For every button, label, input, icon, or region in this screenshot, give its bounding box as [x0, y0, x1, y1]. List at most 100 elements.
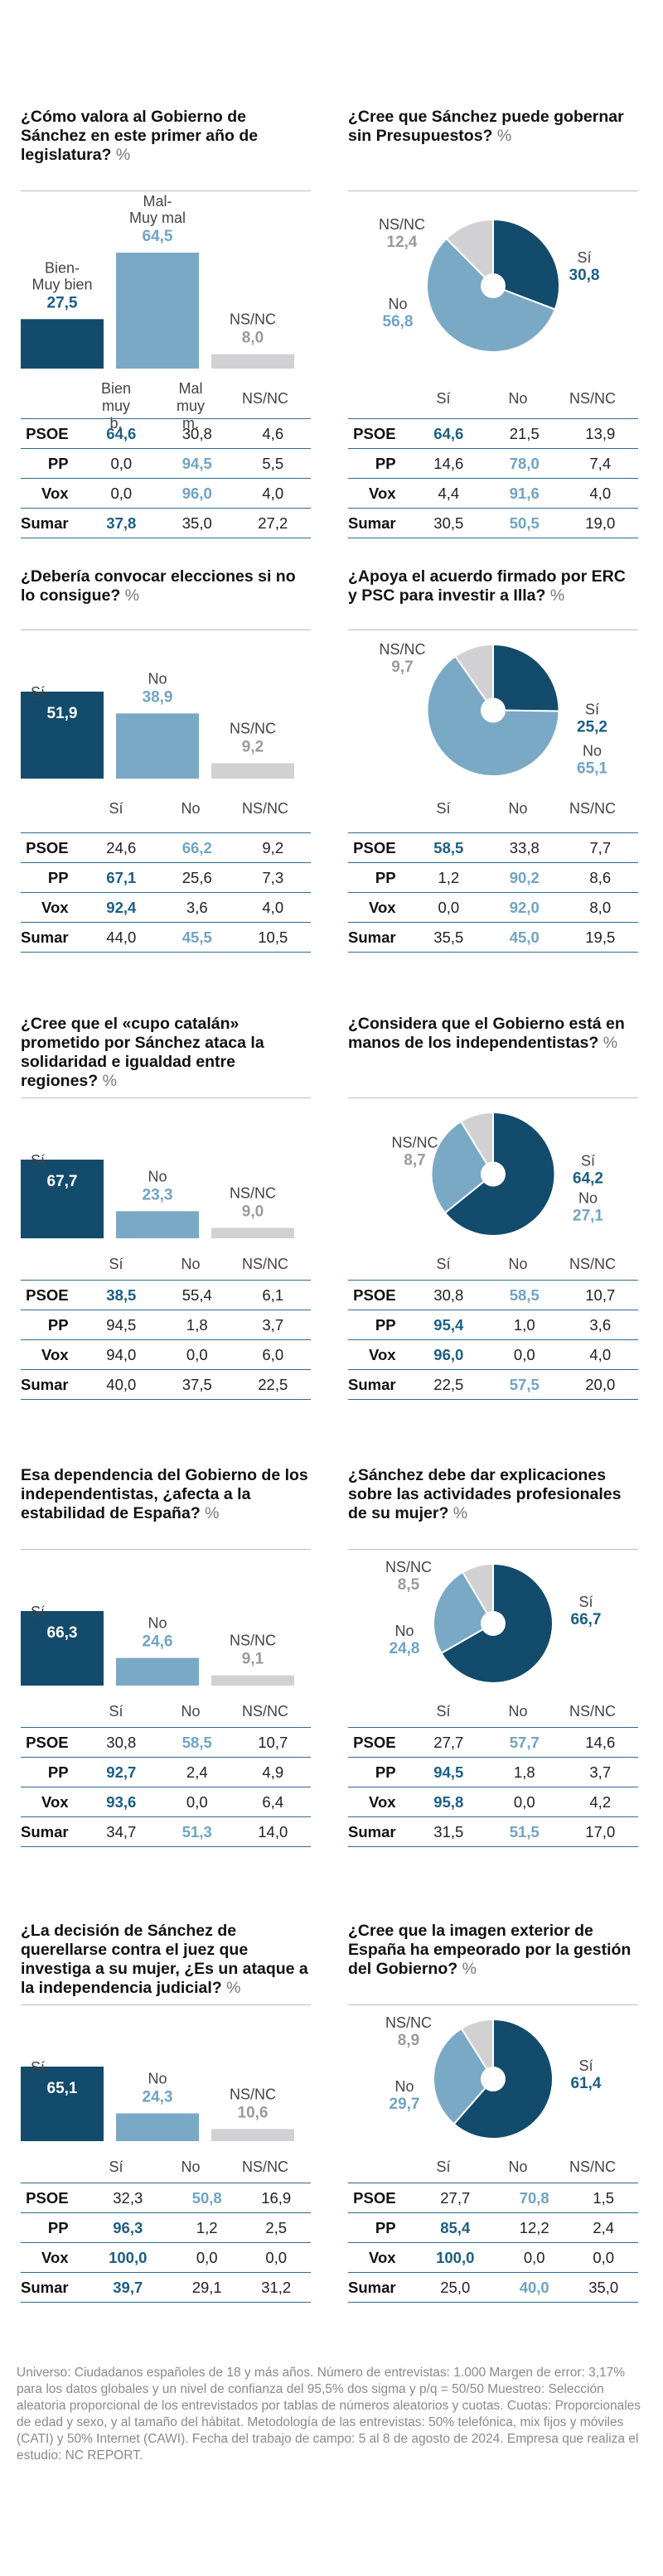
- table-cell: 39,7: [83, 2272, 172, 2303]
- table-cell: 3,7: [562, 1757, 638, 1787]
- pie-slice: [492, 643, 560, 712]
- party-name: Sumar: [21, 922, 84, 953]
- table-cell: 30,8: [410, 1280, 487, 1310]
- table-cell: 0,0: [241, 2242, 311, 2273]
- party-name: PP: [348, 448, 411, 479]
- bar-category-label: Bien-: [45, 259, 80, 276]
- party-name: PSOE: [348, 1727, 411, 1758]
- divider: [348, 1097, 638, 1098]
- table-cell: 96,0: [159, 478, 235, 509]
- table-cell: 27,2: [235, 508, 311, 538]
- table-cell: 94,5: [410, 1757, 487, 1787]
- table-cell: 0,0: [569, 2242, 638, 2273]
- pie-category-label: No: [583, 743, 602, 760]
- table-cell: 0,0: [486, 1787, 563, 1817]
- pie-hole: [481, 273, 506, 298]
- table-cell: 0,0: [172, 2242, 242, 2273]
- table-cell: 1,2: [410, 862, 487, 893]
- table-cell: 51,5: [486, 1816, 563, 1847]
- table-row: Sumar 40,0 37,5 22,5: [21, 1369, 311, 1400]
- table-cell: 44,0: [83, 922, 160, 953]
- party-breakdown-table: PSOE 30,8 58,5 10,7 PP 92,7 2,4 4,9 Vox 93,6 0,0 6,…: [21, 1727, 311, 1847]
- table-cell: 1,8: [159, 1310, 235, 1340]
- pie-value-label: 66,7: [571, 1611, 602, 1628]
- pie-category-label: No: [578, 1190, 598, 1207]
- table-cell: 64,6: [83, 418, 160, 449]
- party-name: PSOE: [21, 418, 84, 449]
- pie-value-label: 8,9: [398, 2032, 419, 2049]
- table-cell: 91,6: [486, 478, 563, 509]
- table-cell: 7,4: [562, 448, 638, 479]
- bar-chart: 27,5 Bien- Muy bien 64,5 Mal- Muy mal 8,0 NS/NC: [21, 193, 311, 373]
- bar-category-label: No: [148, 670, 167, 687]
- bar-value-label: 24,6: [143, 1633, 173, 1651]
- column-header: No: [508, 800, 528, 817]
- question-title: ¿Sánchez debe dar explicaciones sobre la…: [348, 1466, 638, 1523]
- bar-category-label: NS/NC: [230, 1633, 276, 1649]
- pie-slice: [445, 218, 494, 288]
- table-cell: 94,0: [83, 1339, 160, 1370]
- table-cell: 16,9: [241, 2183, 311, 2213]
- pie-category-label: No: [388, 296, 407, 312]
- question-title: ¿Cree que Sánchez puede gobernar sin Pre…: [348, 108, 638, 146]
- table-column-headers: Sí No NS/NC: [348, 795, 638, 825]
- table-cell: 35,0: [159, 508, 235, 538]
- table-cell: 29,1: [172, 2272, 242, 2303]
- party-name: Vox: [348, 1787, 411, 1817]
- table-row: Vox 94,0 0,0 6,0: [21, 1339, 311, 1370]
- table-column-headers: Sí No NS/NC: [348, 2154, 638, 2183]
- pie-chart: Sí 61,4 No 29,7 NS/NC 8,9: [348, 2013, 638, 2145]
- table-cell: 78,0: [486, 448, 563, 479]
- bar-value-label: 51,9: [47, 705, 78, 722]
- table-cell: 2,5: [241, 2212, 311, 2243]
- column-header: No: [508, 390, 528, 407]
- table-cell: 4,2: [562, 1787, 638, 1817]
- table-cell: 12,2: [499, 2212, 569, 2243]
- pie-category-label: NS/NC: [379, 216, 425, 233]
- table-cell: 96,0: [410, 1339, 487, 1370]
- column-header: Sí: [109, 1256, 123, 1272]
- table-cell: 8,6: [562, 862, 638, 893]
- column-header: NS/NC: [241, 800, 288, 817]
- table-cell: 96,3: [83, 2212, 172, 2243]
- table-row: Vox 96,0 0,0 4,0: [348, 1339, 638, 1370]
- table-cell: 92,7: [83, 1757, 160, 1787]
- pie-value-label: 8,5: [398, 1576, 420, 1594]
- table-cell: 6,4: [235, 1787, 311, 1817]
- bar-value-label: 67,7: [47, 1173, 78, 1190]
- question-text: ¿Sánchez debe dar explicaciones sobre la…: [348, 1466, 622, 1522]
- poll-panel: ¿Cree que Sánchez puede gobernar sin Pre…: [348, 108, 638, 538]
- pie-category-label: Sí: [577, 249, 591, 266]
- bar-value-label: 27,5: [47, 294, 78, 311]
- pie-value-label: 29,7: [390, 2096, 420, 2113]
- table-cell: 25,6: [159, 862, 235, 893]
- table-cell: 3,7: [235, 1310, 311, 1340]
- table-cell: 58,5: [410, 832, 487, 863]
- bar: [211, 763, 294, 779]
- column-header: Sí: [109, 2159, 123, 2175]
- table-cell: 94,5: [159, 448, 235, 479]
- pie-category-label: NS/NC: [385, 1559, 432, 1575]
- column-header: No: [181, 800, 201, 817]
- chart-svg: 65,1Sí 24,3 No 10,6 NS/NC: [21, 2059, 294, 2141]
- table-cell: 2,4: [159, 1757, 235, 1787]
- table-cell: 27,7: [410, 2183, 500, 2213]
- table-cell: 8,0: [562, 892, 638, 923]
- pie-hole: [481, 1161, 506, 1187]
- party-name: Sumar: [21, 1816, 84, 1847]
- party-name: PP: [21, 862, 84, 893]
- question-text: ¿Cree que Sánchez puede gobernar sin Pre…: [348, 108, 624, 145]
- pie-chart: Sí 66,7 No 24,8 NS/NC 8,5: [348, 1557, 638, 1690]
- column-header: NS/NC: [569, 800, 616, 817]
- percent-unit: %: [205, 1504, 220, 1522]
- party-name: PSOE: [348, 1280, 411, 1310]
- question-text: ¿Apoya el acuerdo firmado por ERC y PSC …: [348, 567, 626, 605]
- bar-value-label: 24,3: [143, 2088, 173, 2106]
- question-title: ¿Cree que el «cupo catalán» prometido po…: [21, 1015, 311, 1091]
- table-cell: 50,8: [172, 2183, 242, 2213]
- chart-svg: 51,9Sí 38,9No 9,2 NS/NC: [21, 670, 294, 779]
- party-name: Vox: [348, 1339, 411, 1370]
- party-breakdown-table: PSOE 64,6 30,8 4,6 PP 0,0 94,5 5,5 Vox 0,0 96,0 4,0…: [21, 418, 311, 538]
- party-breakdown-table: PSOE 64,6 21,5 13,9 PP 14,6 78,0 7,4 Vox 4,4 91,6 4…: [348, 418, 638, 538]
- bar-value-label: 38,9: [143, 688, 173, 706]
